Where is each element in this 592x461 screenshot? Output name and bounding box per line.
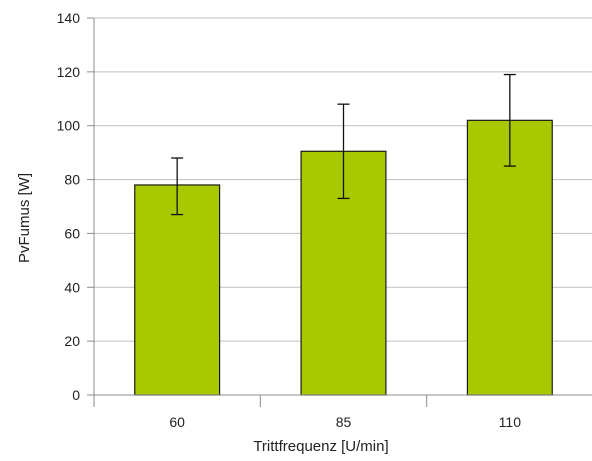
x-tick-labels: 60 85 110 [169,395,521,430]
y-tick-label: 20 [64,333,80,349]
y-tick-label: 40 [64,279,80,295]
y-tick-label: 140 [57,10,81,26]
x-axis-label: Trittfrequenz [U/min] [253,438,388,455]
y-tick-label: 80 [64,172,80,188]
axes [93,18,592,407]
y-tick-label: 0 [72,387,80,403]
y-tick-label: 60 [64,225,80,241]
x-tick-label: 85 [336,414,352,430]
y-axis-label: PvFumus [W] [16,173,33,263]
y-tick-label: 120 [57,64,81,80]
x-tick-label: 60 [169,414,185,430]
bar-60 [134,184,221,396]
error-bars [171,73,516,216]
y-tick-label: 100 [57,118,81,134]
x-tick-label: 110 [499,414,522,430]
y-tick-labels: 0 20 40 60 80 100 120 140 [57,10,94,403]
